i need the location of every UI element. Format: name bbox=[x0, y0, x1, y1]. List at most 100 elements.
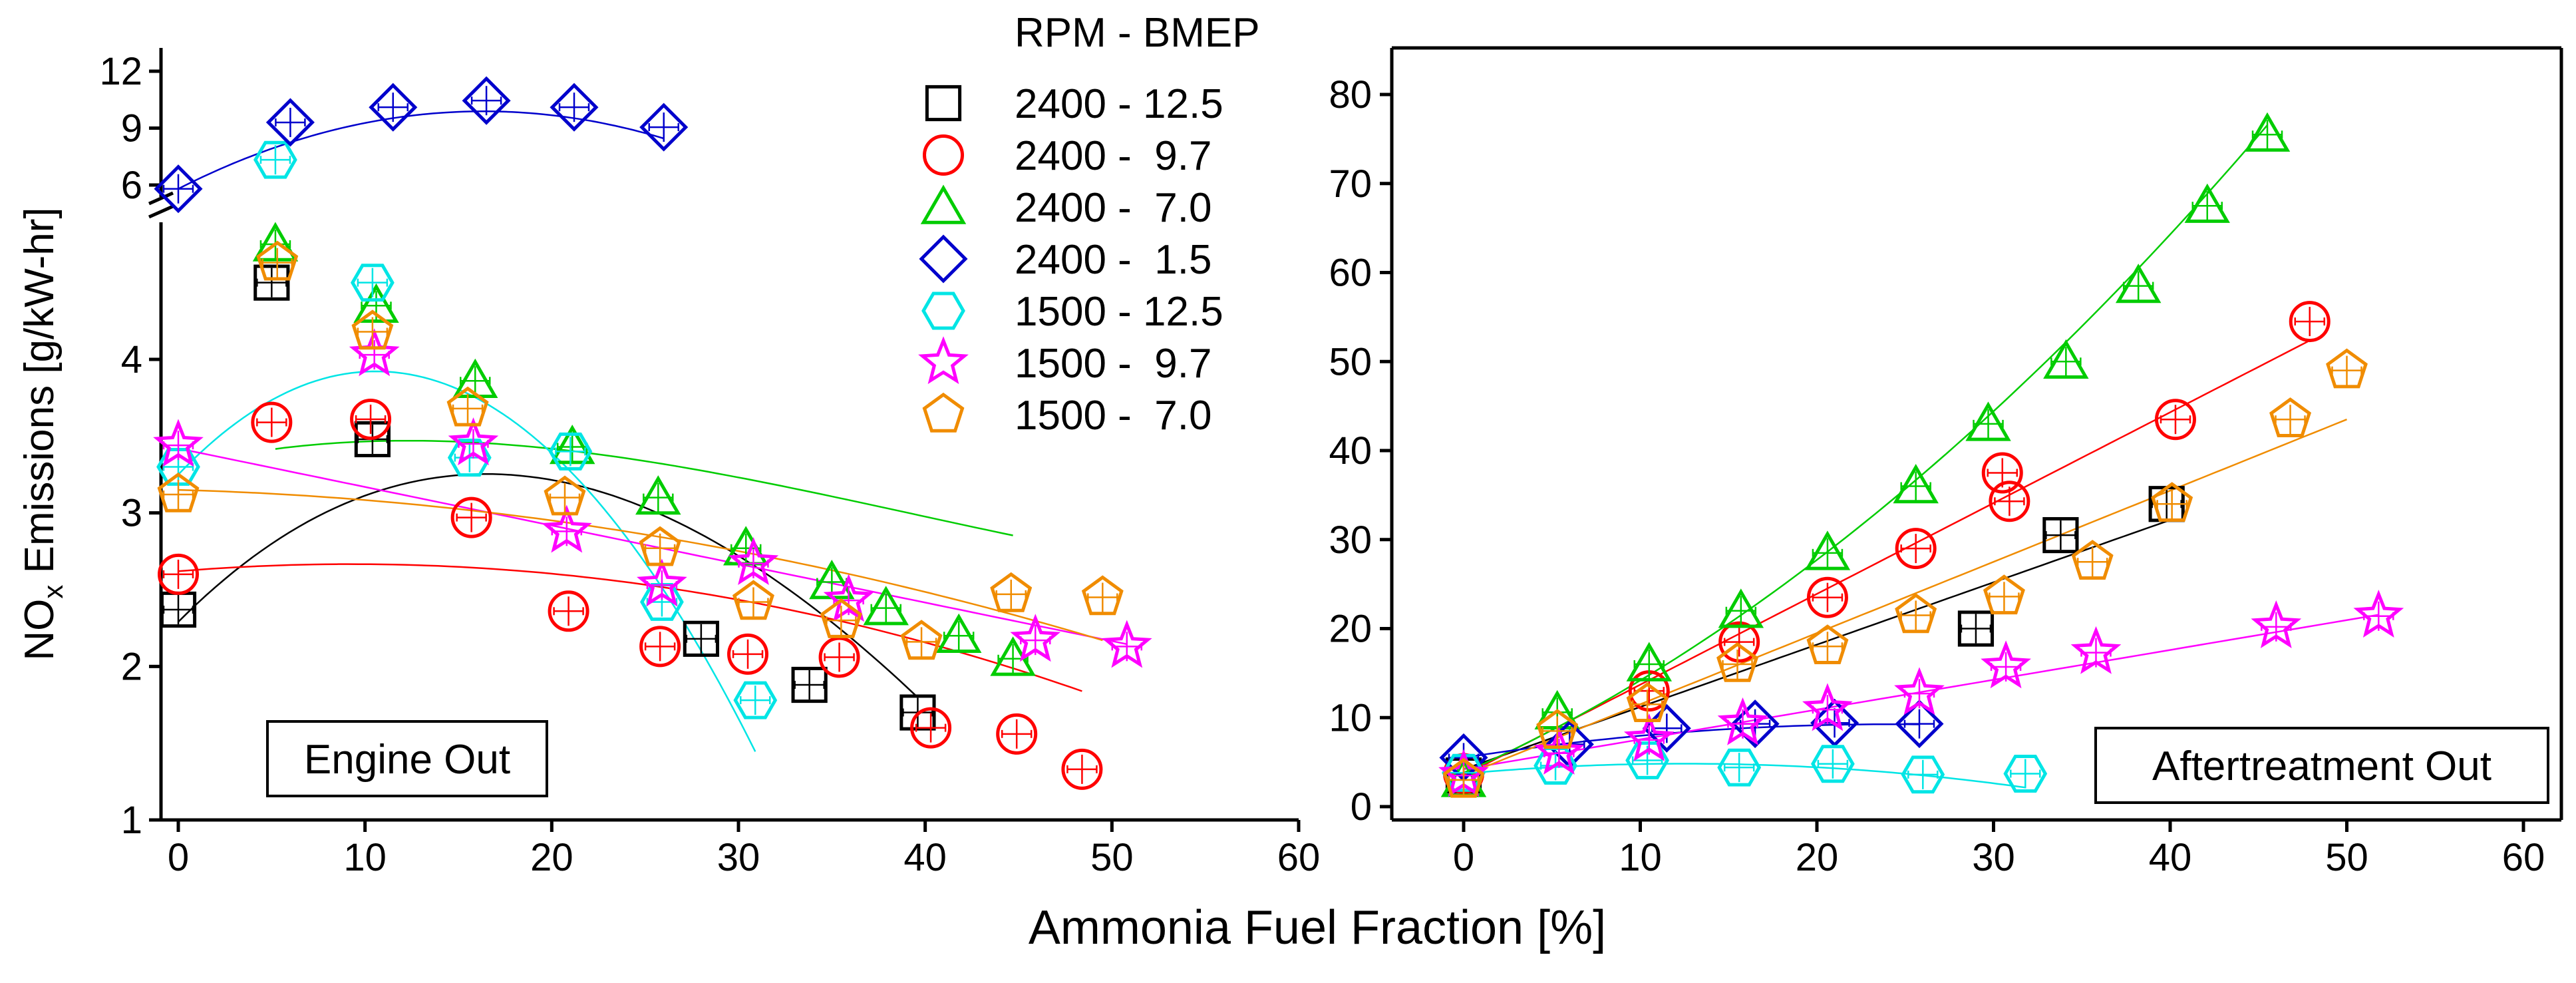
error-bar bbox=[732, 639, 764, 669]
x-axis-label: Ammonia Fuel Fraction [%] bbox=[1029, 901, 1606, 954]
aftertreatment-out-data-points bbox=[1438, 112, 2404, 798]
y-tick-label: 60 bbox=[1329, 252, 1372, 295]
data-point bbox=[369, 83, 418, 132]
engine-out-title-box: Engine Out bbox=[266, 720, 548, 797]
y-tick-label: 4 bbox=[121, 338, 142, 381]
aftertreatment-out-y-ticks: 0 10 20 30 40 50 60 70 80 bbox=[1329, 73, 1392, 829]
legend-item: 2400 - 9.7 bbox=[923, 133, 1211, 179]
error-bar bbox=[905, 627, 937, 657]
legend-marker bbox=[922, 392, 965, 433]
axis-break-mark-1 bbox=[148, 204, 174, 219]
data-point bbox=[2289, 301, 2331, 343]
fit-line bbox=[178, 370, 756, 752]
aftertreatment-out-x-ticks: 0 10 20 30 40 50 60 bbox=[1453, 820, 2545, 879]
engine-out-x-ticks: 0 10 20 30 40 50 60 bbox=[168, 820, 1320, 879]
data-point bbox=[1533, 727, 1585, 775]
data-point bbox=[1718, 588, 1764, 628]
data-point bbox=[2003, 755, 2048, 793]
error-bar bbox=[1723, 627, 1755, 657]
data-point bbox=[1626, 642, 1673, 682]
error-bar bbox=[995, 579, 1027, 609]
data-point bbox=[1811, 745, 1855, 783]
data-point bbox=[900, 620, 943, 660]
legend-title: RPM - BMEP bbox=[1015, 10, 1260, 56]
error-bar bbox=[256, 268, 287, 297]
engine-out-fit-lines bbox=[178, 110, 1128, 752]
error-bar bbox=[824, 642, 855, 672]
error-bar bbox=[1812, 582, 1844, 612]
error-bar bbox=[162, 594, 194, 624]
error-bar bbox=[259, 145, 291, 175]
error-bar bbox=[1900, 534, 1931, 564]
y-tick-label: 10 bbox=[1329, 696, 1372, 739]
fit-line bbox=[178, 563, 1082, 692]
fit-line bbox=[1463, 419, 2347, 777]
legend-label: 1500 - 9.7 bbox=[1015, 341, 1211, 387]
x-tick-label: 60 bbox=[2502, 836, 2545, 879]
legend-marker bbox=[919, 234, 968, 284]
error-bar bbox=[2045, 520, 2076, 550]
data-point bbox=[2251, 600, 2302, 648]
error-bar bbox=[1812, 632, 1844, 662]
y-tick-label: 50 bbox=[1329, 340, 1372, 383]
data-point bbox=[639, 626, 681, 668]
data-point bbox=[1895, 528, 1937, 570]
data-point bbox=[733, 681, 778, 719]
error-bar bbox=[470, 86, 502, 116]
data-point bbox=[447, 439, 492, 477]
legend-label: 2400 - 12.5 bbox=[1015, 81, 1223, 127]
error-bar bbox=[1723, 753, 1755, 783]
data-point bbox=[350, 398, 392, 440]
error-bar bbox=[2160, 405, 2191, 435]
data-point bbox=[910, 707, 952, 749]
error-bar bbox=[261, 248, 293, 278]
data-point bbox=[550, 83, 599, 132]
error-bar bbox=[1900, 600, 1931, 630]
error-bar bbox=[1960, 614, 1992, 644]
data-point bbox=[1802, 683, 1853, 731]
y-tick-label: 20 bbox=[1329, 608, 1372, 651]
x-tick-label: 40 bbox=[2149, 836, 2192, 879]
data-point bbox=[2115, 264, 2162, 303]
error-bar bbox=[1087, 582, 1118, 612]
legend-item: 1500 - 7.0 bbox=[922, 392, 1211, 439]
data-point bbox=[1716, 642, 1759, 682]
error-bar bbox=[648, 112, 679, 142]
data-point bbox=[158, 553, 199, 595]
data-point bbox=[1901, 755, 1945, 794]
error-bar bbox=[555, 437, 586, 467]
error-bar bbox=[2294, 307, 2325, 337]
data-point bbox=[990, 572, 1033, 612]
error-bar bbox=[740, 686, 771, 715]
axis-break-mark-2 bbox=[148, 191, 174, 206]
x-tick-label: 40 bbox=[903, 836, 947, 879]
data-point bbox=[1804, 530, 1851, 570]
data-point bbox=[354, 421, 391, 458]
error-bar bbox=[553, 596, 584, 626]
error-bar bbox=[162, 174, 194, 204]
fit-line bbox=[1463, 614, 2379, 771]
engine-out-data-points bbox=[153, 76, 1152, 790]
data-point bbox=[1895, 593, 1937, 634]
data-point bbox=[1893, 463, 1939, 504]
error-bar bbox=[558, 93, 590, 122]
data-point bbox=[728, 537, 779, 586]
error-bar bbox=[1001, 719, 1033, 749]
aftertreatment-out-panel: 0 10 20 30 40 50 60 0 10 20 30 40 50 60 70 80 Aftertre… bbox=[1329, 46, 2563, 879]
data-point bbox=[1626, 682, 1669, 722]
legend-label: 2400 - 9.7 bbox=[1015, 133, 1211, 179]
fit-line bbox=[1463, 124, 2268, 774]
data-point bbox=[791, 666, 828, 703]
data-point bbox=[256, 240, 299, 281]
fit-line bbox=[178, 473, 919, 698]
legend-marker bbox=[920, 184, 967, 224]
data-point bbox=[2042, 516, 2079, 554]
data-point bbox=[2326, 348, 2368, 389]
legend-item: 2400 - 12.5 bbox=[925, 81, 1223, 127]
error-bar bbox=[377, 93, 409, 122]
data-point bbox=[2154, 399, 2196, 441]
data-point bbox=[1081, 575, 1124, 616]
legend: RPM - BMEP 2400 - 12.5 2400 - 9.7 2400 - 7… bbox=[918, 10, 1260, 439]
